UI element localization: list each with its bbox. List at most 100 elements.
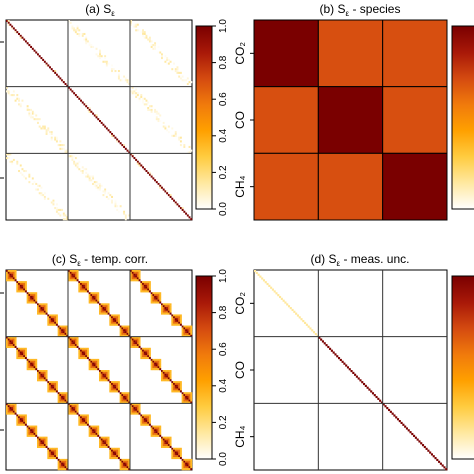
heatmap-cell [69,279,72,282]
heatmap-cell [104,370,107,373]
heatmap-cell [179,77,182,80]
heatmap-cell [142,351,144,354]
heatmap-cell [47,386,50,389]
heatmap-cell [42,312,45,315]
heatmap-cell [128,394,131,397]
heatmap-cell [147,286,150,289]
heatmap-cell [117,75,120,78]
heatmap-cell [55,386,58,389]
heatmap-cell [43,442,46,445]
heatmap-cell [111,316,113,319]
heatmap-cell [114,201,117,204]
heatmap-cell [21,168,24,171]
heatmap-cell [76,412,79,415]
heatmap-cell [119,205,122,208]
heatmap-cell [81,421,84,424]
heatmap-cell [76,345,79,348]
heatmap-cell [136,336,139,339]
heatmap-cell [131,338,134,341]
heatmap-cell [150,108,153,111]
heatmap-cell [154,434,157,437]
heatmap-cell [148,414,151,417]
heatmap-cell [93,362,96,365]
heatmap-cell [155,112,158,115]
heatmap-cell [176,388,179,391]
heatmap-cell [166,442,169,445]
heatmap-cell [88,429,91,432]
heatmap-cell [130,338,132,341]
heatmap-cell [38,373,41,376]
heatmap-cell [138,410,141,413]
heatmap-cell [90,432,93,436]
heatmap-cell [37,379,39,382]
heatmap-cell [384,405,387,408]
heatmap-cell [148,38,151,41]
heatmap-cell [155,362,158,365]
heatmap-cell [123,144,126,147]
heatmap-cell [109,449,112,452]
heatmap-cell [21,355,24,358]
heatmap-cell [148,423,151,426]
heatmap-cell [159,184,162,187]
heatmap-cell [152,366,155,369]
heatmap-cell [178,390,181,393]
heatmap-cell [179,381,182,384]
heatmap-cell [253,86,319,154]
heatmap-cell [92,366,95,369]
heatmap-cell [102,190,105,193]
heatmap-cell [111,453,113,456]
heatmap-cell [123,75,126,78]
heatmap-cell [152,177,155,180]
heatmap-cell [107,129,110,132]
heatmap-cell [119,79,122,82]
heatmap-cell [173,451,175,454]
heatmap-cell [49,323,51,326]
heatmap-cell [102,371,105,374]
heatmap-cell [162,375,165,378]
heatmap-cell [178,457,181,460]
heatmap-cell [97,118,100,121]
heatmap-cell [131,410,134,413]
heatmap-cell [161,375,163,378]
heatmap-cell [19,347,22,350]
heatmap-cell [111,320,113,323]
heatmap-cell [176,382,179,386]
heatmap-cell [57,208,60,211]
heatmap-cell [40,377,43,380]
heatmap-cell [92,429,95,432]
heatmap-cell [135,344,138,347]
heatmap-cell [62,218,65,221]
heatmap-cell [80,170,82,173]
heatmap-cell [21,347,24,350]
heatmap-cell [99,370,101,373]
heatmap-cell [21,414,24,417]
heatmap-cell [150,434,153,437]
heatmap-cell [178,138,181,141]
heatmap-cell [173,381,175,384]
heatmap-cell [90,366,93,369]
heatmap-cell [33,362,36,365]
heatmap-cell [164,303,167,306]
heatmap-cell [18,418,20,421]
heatmap-cell [102,312,105,315]
heatmap-cell [97,432,100,436]
heatmap-cell [140,31,143,34]
heatmap-cell [126,331,129,334]
heatmap-cell [40,308,43,311]
heatmap-cell [14,336,17,339]
heatmap-cell [119,331,122,334]
heatmap-cell [185,397,188,400]
heatmap-cell [179,136,182,139]
heatmap-cell [85,286,88,289]
heatmap-cell [80,353,82,356]
heatmap-cell [166,438,169,441]
heatmap-cell [111,451,113,454]
heatmap-cell [93,425,96,428]
heatmap-cell [135,277,138,280]
heatmap-cell [90,292,93,295]
heatmap-cell [279,295,282,299]
heatmap-cell [143,353,146,356]
heatmap-cell [157,368,160,371]
heatmap-cell [78,284,81,287]
heatmap-cell [71,340,74,343]
